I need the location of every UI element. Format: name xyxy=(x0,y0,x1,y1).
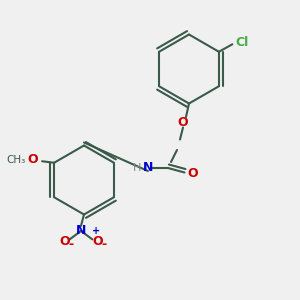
Text: O: O xyxy=(178,116,188,130)
Text: H: H xyxy=(133,163,141,173)
Text: Cl: Cl xyxy=(236,36,249,49)
Text: N: N xyxy=(76,224,86,238)
Text: N: N xyxy=(143,161,153,175)
Text: O: O xyxy=(59,235,70,248)
Text: O: O xyxy=(188,167,198,181)
Text: O: O xyxy=(27,153,38,166)
Text: +: + xyxy=(92,226,100,236)
Text: -: - xyxy=(102,238,107,251)
Text: O: O xyxy=(92,235,103,248)
Text: CH₃: CH₃ xyxy=(6,155,26,165)
Text: -: - xyxy=(68,238,74,251)
